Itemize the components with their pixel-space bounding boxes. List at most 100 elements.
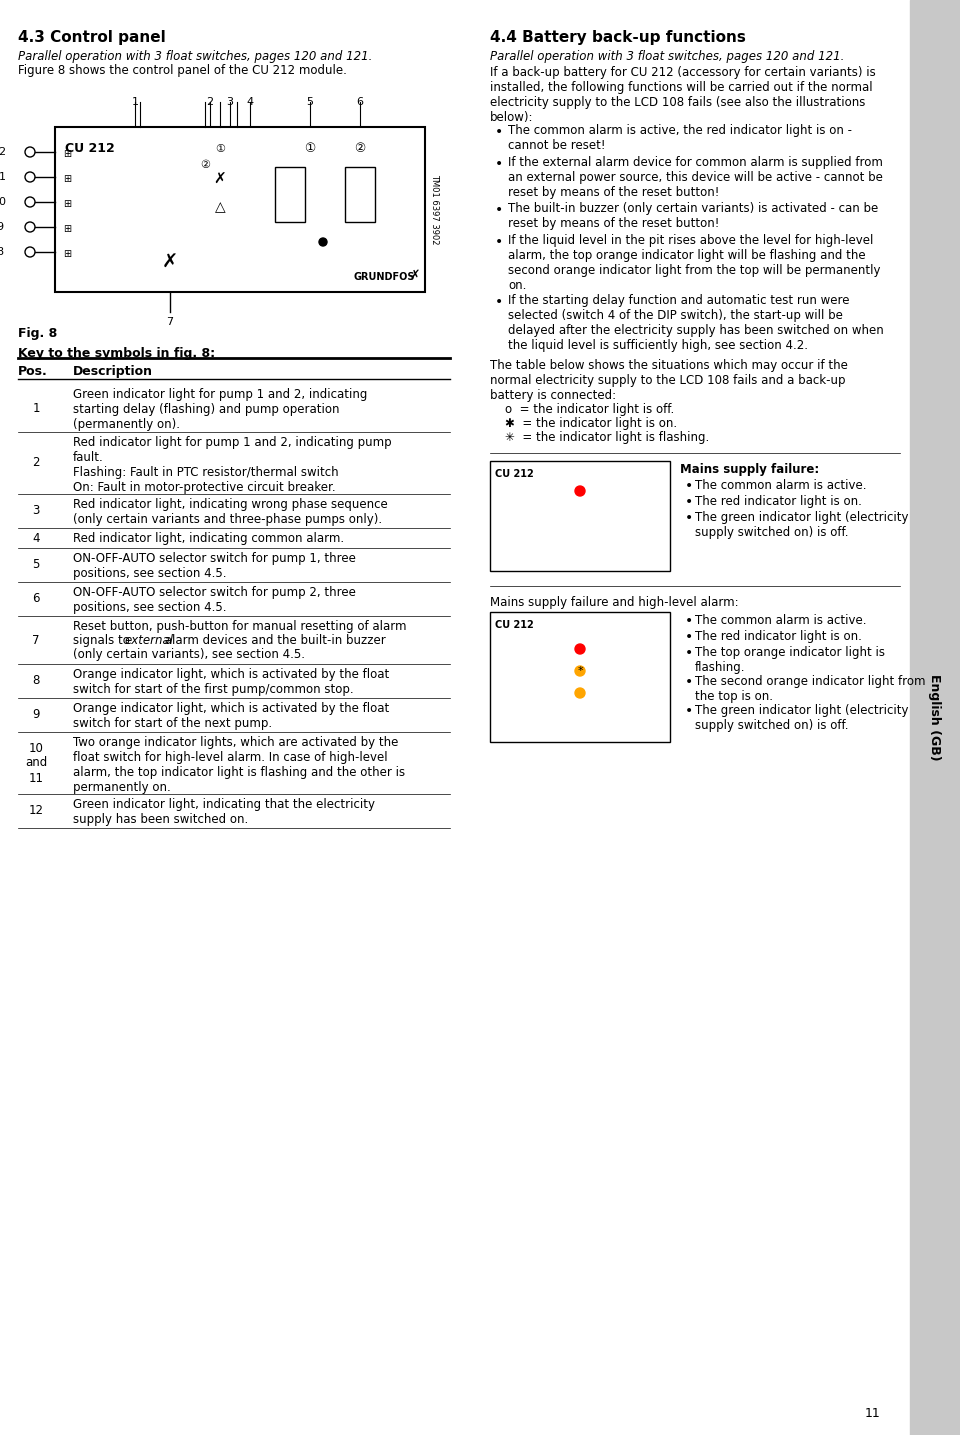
Text: 7: 7 <box>166 317 174 327</box>
Text: ✗: ✗ <box>410 268 420 283</box>
Text: The second orange indicator light from
the top is on.: The second orange indicator light from t… <box>695 674 925 703</box>
Text: ⊞: ⊞ <box>63 149 71 159</box>
Text: ⊞: ⊞ <box>63 199 71 210</box>
Text: 11: 11 <box>0 172 7 182</box>
Circle shape <box>298 136 322 161</box>
Text: •: • <box>685 614 693 629</box>
Circle shape <box>575 644 585 654</box>
Bar <box>55 128 425 291</box>
Circle shape <box>237 202 247 212</box>
Text: •: • <box>495 156 503 171</box>
Text: 3: 3 <box>33 505 39 518</box>
Text: alarm devices and the built-in buzzer: alarm devices and the built-in buzzer <box>160 634 386 647</box>
Text: 3: 3 <box>227 98 233 108</box>
Bar <box>490 461 670 571</box>
Text: •: • <box>685 495 693 509</box>
Text: Red indicator light, indicating common alarm.: Red indicator light, indicating common a… <box>73 532 344 545</box>
Circle shape <box>575 501 585 511</box>
Text: 4.4 Battery back-up functions: 4.4 Battery back-up functions <box>490 30 746 44</box>
Text: The green indicator light (electricity
supply switched on) is off.: The green indicator light (electricity s… <box>695 511 908 540</box>
Text: English (GB): English (GB) <box>928 674 942 761</box>
Text: Two orange indicator lights, which are activated by the
float switch for high-le: Two orange indicator lights, which are a… <box>73 736 405 794</box>
Text: signals to: signals to <box>73 634 133 647</box>
Text: 10: 10 <box>0 197 7 207</box>
Text: The top orange indicator light is
flashing.: The top orange indicator light is flashi… <box>695 646 885 674</box>
Text: Key to the symbols in fig. 8:: Key to the symbols in fig. 8: <box>18 347 215 360</box>
Text: CU 212: CU 212 <box>65 142 115 155</box>
Text: Pos.: Pos. <box>18 364 48 377</box>
Text: The common alarm is active.: The common alarm is active. <box>695 614 867 627</box>
Text: ②: ② <box>200 159 210 169</box>
Text: The built-in buzzer (only certain variants) is activated - can be
reset by means: The built-in buzzer (only certain varian… <box>508 202 878 230</box>
Text: ⊞: ⊞ <box>63 224 71 234</box>
Text: 8: 8 <box>0 247 4 257</box>
Text: •: • <box>685 630 693 644</box>
Text: 6: 6 <box>33 593 39 606</box>
Circle shape <box>319 238 327 245</box>
Text: 5: 5 <box>33 558 39 571</box>
Text: GRUNDFOS: GRUNDFOS <box>353 273 415 283</box>
Text: If the starting delay function and automatic test run were
selected (switch 4 of: If the starting delay function and autom… <box>508 294 884 352</box>
Text: 4: 4 <box>33 531 39 544</box>
Text: •: • <box>685 479 693 494</box>
Text: △: △ <box>215 199 226 214</box>
Text: ①: ① <box>215 144 225 154</box>
Text: Mains supply failure:: Mains supply failure: <box>680 464 819 476</box>
Text: Orange indicator light, which is activated by the float
switch for start of the : Orange indicator light, which is activat… <box>73 669 389 696</box>
Text: 1: 1 <box>132 98 138 108</box>
Text: ON-OFF-AUTO selector switch for pump 2, three
positions, see section 4.5.: ON-OFF-AUTO selector switch for pump 2, … <box>73 585 356 614</box>
Text: ✳  = the indicator light is flashing.: ✳ = the indicator light is flashing. <box>505 430 709 443</box>
Text: ⊞: ⊞ <box>63 174 71 184</box>
Text: Mains supply failure and high-level alarm:: Mains supply failure and high-level alar… <box>490 596 738 608</box>
Bar <box>275 166 305 222</box>
Text: ①: ① <box>304 142 316 155</box>
Text: Figure 8 shows the control panel of the CU 212 module.: Figure 8 shows the control panel of the … <box>18 65 347 77</box>
Text: o  = the indicator light is off.: o = the indicator light is off. <box>505 403 674 416</box>
Text: 2: 2 <box>33 456 39 469</box>
Text: Orange indicator light, which is activated by the float
switch for start of the : Orange indicator light, which is activat… <box>73 702 389 730</box>
Text: •: • <box>685 511 693 525</box>
Circle shape <box>348 136 372 161</box>
Text: •: • <box>685 705 693 718</box>
Text: 8: 8 <box>33 674 39 687</box>
Text: •: • <box>495 296 503 309</box>
Text: ②: ② <box>354 142 366 155</box>
Text: •: • <box>495 235 503 250</box>
Text: 12: 12 <box>0 146 7 156</box>
Text: The table below shows the situations which may occur if the
normal electricity s: The table below shows the situations whi… <box>490 359 848 402</box>
Circle shape <box>132 166 148 184</box>
Circle shape <box>237 144 247 154</box>
Text: 9: 9 <box>0 222 4 232</box>
Text: ✱  = the indicator light is on.: ✱ = the indicator light is on. <box>505 418 677 430</box>
Text: •: • <box>495 125 503 139</box>
Text: 2: 2 <box>206 98 213 108</box>
Circle shape <box>575 621 585 631</box>
Text: Fig. 8: Fig. 8 <box>18 327 58 340</box>
Text: ON-OFF-AUTO selector switch for pump 1, three
positions, see section 4.5.: ON-OFF-AUTO selector switch for pump 1, … <box>73 552 356 580</box>
Text: Parallel operation with 3 float switches, pages 120 and 121.: Parallel operation with 3 float switches… <box>490 50 845 63</box>
Text: 4: 4 <box>247 98 253 108</box>
Text: Green indicator light, indicating that the electricity
supply has been switched : Green indicator light, indicating that t… <box>73 798 375 827</box>
Text: 11: 11 <box>864 1406 880 1421</box>
Text: The common alarm is active, the red indicator light is on -
cannot be reset!: The common alarm is active, the red indi… <box>508 123 852 152</box>
Text: ✗: ✗ <box>214 172 227 187</box>
Text: Red indicator light, indicating wrong phase sequence
(only certain variants and : Red indicator light, indicating wrong ph… <box>73 498 388 527</box>
Text: (only certain variants), see section 4.5.: (only certain variants), see section 4.5… <box>73 649 305 662</box>
Text: The green indicator light (electricity
supply switched on) is off.: The green indicator light (electricity s… <box>695 705 908 732</box>
Text: Reset button, push-button for manual resetting of alarm: Reset button, push-button for manual res… <box>73 620 406 633</box>
Text: 4.3 Control panel: 4.3 Control panel <box>18 30 166 44</box>
Text: CU 212: CU 212 <box>495 469 534 479</box>
Text: •: • <box>685 674 693 689</box>
Text: 10
and
11: 10 and 11 <box>25 742 47 785</box>
Text: TM01 6397 3902: TM01 6397 3902 <box>430 174 440 245</box>
Text: The common alarm is active.: The common alarm is active. <box>695 479 867 492</box>
Text: Description: Description <box>73 364 153 377</box>
Text: If the external alarm device for common alarm is supplied from
an external power: If the external alarm device for common … <box>508 156 883 199</box>
Circle shape <box>575 666 585 676</box>
Text: ⊞: ⊞ <box>63 250 71 258</box>
Text: If a back-up battery for CU 212 (accessory for certain variants) is
installed, t: If a back-up battery for CU 212 (accesso… <box>490 66 876 123</box>
Text: Red indicator light for pump 1 and 2, indicating pump
fault.
Flashing: Fault in : Red indicator light for pump 1 and 2, in… <box>73 436 392 494</box>
Text: The red indicator light is on.: The red indicator light is on. <box>695 495 862 508</box>
Bar <box>490 611 670 742</box>
Circle shape <box>150 243 190 283</box>
